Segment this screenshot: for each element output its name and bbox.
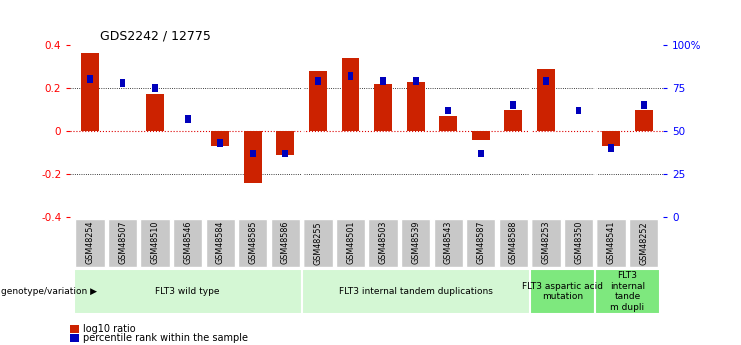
Text: GSM48587: GSM48587 xyxy=(476,221,485,265)
Bar xyxy=(309,71,327,131)
Bar xyxy=(173,219,202,267)
Bar xyxy=(302,269,530,314)
Bar xyxy=(76,219,104,267)
Bar xyxy=(342,58,359,131)
Text: FLT3 aspartic acid
mutation: FLT3 aspartic acid mutation xyxy=(522,282,602,301)
Bar xyxy=(511,101,516,109)
Text: GSM48507: GSM48507 xyxy=(118,221,127,265)
Text: GSM48539: GSM48539 xyxy=(411,221,420,265)
Bar xyxy=(576,107,582,114)
Bar xyxy=(315,77,321,85)
Text: log10 ratio: log10 ratio xyxy=(83,324,136,334)
Text: GSM48510: GSM48510 xyxy=(150,221,159,264)
Text: GSM48503: GSM48503 xyxy=(379,221,388,264)
Text: GSM48255: GSM48255 xyxy=(313,221,322,265)
Bar xyxy=(531,219,561,267)
Bar xyxy=(537,69,555,131)
Text: GSM48541: GSM48541 xyxy=(607,221,616,264)
Bar xyxy=(478,150,484,157)
Bar xyxy=(119,79,125,87)
Bar xyxy=(407,81,425,131)
Bar xyxy=(250,150,256,157)
Bar xyxy=(108,219,137,267)
Text: GSM48252: GSM48252 xyxy=(639,221,648,265)
Text: GSM48588: GSM48588 xyxy=(509,221,518,264)
Bar xyxy=(276,131,294,155)
Bar xyxy=(217,139,223,147)
Text: GSM48546: GSM48546 xyxy=(183,221,192,264)
Text: GSM48501: GSM48501 xyxy=(346,221,355,264)
Bar xyxy=(635,110,653,131)
Text: GSM48350: GSM48350 xyxy=(574,221,583,264)
Bar xyxy=(401,219,431,267)
Text: GSM48584: GSM48584 xyxy=(216,221,225,264)
Bar xyxy=(244,131,262,183)
Bar xyxy=(380,77,386,85)
Bar xyxy=(348,72,353,80)
Text: FLT3
internal
tande
m dupli: FLT3 internal tande m dupli xyxy=(610,272,645,312)
Bar xyxy=(374,84,392,131)
Bar xyxy=(466,219,496,267)
Bar xyxy=(73,269,302,314)
Bar xyxy=(564,219,593,267)
Bar xyxy=(543,77,549,85)
Text: GSM48253: GSM48253 xyxy=(542,221,551,265)
Bar xyxy=(505,110,522,131)
Text: FLT3 internal tandem duplications: FLT3 internal tandem duplications xyxy=(339,287,493,296)
Bar xyxy=(211,131,229,146)
Text: FLT3 wild type: FLT3 wild type xyxy=(156,287,220,296)
Text: GDS2242 / 12775: GDS2242 / 12775 xyxy=(100,29,211,42)
Bar xyxy=(205,219,235,267)
Bar xyxy=(303,219,333,267)
Bar xyxy=(87,76,93,83)
Text: GSM48254: GSM48254 xyxy=(85,221,94,265)
Bar xyxy=(445,107,451,114)
Text: genotype/variation ▶: genotype/variation ▶ xyxy=(1,287,97,296)
Bar xyxy=(472,131,490,140)
Bar xyxy=(185,115,190,123)
Bar xyxy=(597,219,625,267)
Text: GSM48585: GSM48585 xyxy=(248,221,257,265)
Bar xyxy=(608,145,614,152)
Bar xyxy=(270,219,300,267)
Bar xyxy=(336,219,365,267)
Bar xyxy=(368,219,398,267)
Bar xyxy=(602,131,620,146)
Bar xyxy=(595,269,660,314)
Bar xyxy=(238,219,268,267)
Bar xyxy=(81,53,99,131)
Text: percentile rank within the sample: percentile rank within the sample xyxy=(83,333,248,343)
Text: GSM48586: GSM48586 xyxy=(281,221,290,264)
Bar xyxy=(530,269,595,314)
Bar xyxy=(499,219,528,267)
Bar xyxy=(141,219,170,267)
Bar xyxy=(641,101,647,109)
Bar xyxy=(282,150,288,157)
Text: GSM48543: GSM48543 xyxy=(444,221,453,264)
Bar xyxy=(413,77,419,85)
Bar xyxy=(146,95,164,131)
Bar xyxy=(433,219,463,267)
Bar xyxy=(152,84,158,92)
Bar xyxy=(629,219,658,267)
Bar xyxy=(439,116,457,131)
